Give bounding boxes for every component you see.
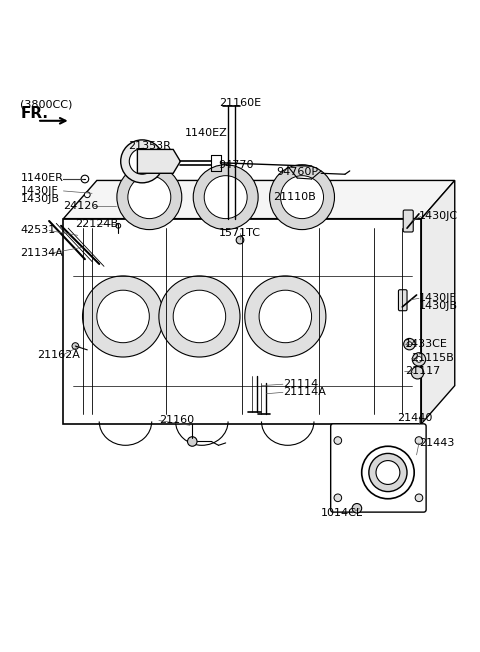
Text: 94760P: 94760P bbox=[276, 168, 318, 177]
Circle shape bbox=[415, 437, 423, 445]
Circle shape bbox=[193, 165, 258, 230]
Text: 1430JC: 1430JC bbox=[419, 211, 458, 221]
Circle shape bbox=[334, 437, 342, 445]
FancyBboxPatch shape bbox=[403, 210, 413, 232]
Circle shape bbox=[362, 446, 414, 499]
Circle shape bbox=[81, 175, 89, 183]
Circle shape bbox=[369, 453, 407, 492]
Text: 21162A: 21162A bbox=[37, 349, 80, 360]
Text: 1430JB: 1430JB bbox=[419, 301, 458, 312]
Text: 1571TC: 1571TC bbox=[218, 228, 261, 238]
Circle shape bbox=[412, 353, 426, 366]
Text: 21440: 21440 bbox=[397, 413, 433, 422]
Circle shape bbox=[376, 460, 400, 484]
Circle shape bbox=[407, 342, 412, 346]
Circle shape bbox=[352, 503, 362, 513]
Text: 21160: 21160 bbox=[159, 415, 194, 426]
FancyBboxPatch shape bbox=[331, 424, 426, 512]
Circle shape bbox=[83, 276, 164, 357]
Text: 21114: 21114 bbox=[283, 379, 318, 389]
Text: 42531: 42531 bbox=[21, 224, 56, 235]
Text: 1430JF: 1430JF bbox=[419, 293, 456, 303]
Circle shape bbox=[72, 343, 79, 349]
Text: 1430JB: 1430JB bbox=[21, 194, 60, 204]
FancyBboxPatch shape bbox=[398, 289, 407, 311]
Circle shape bbox=[416, 357, 422, 363]
Text: 1140ER: 1140ER bbox=[21, 173, 63, 183]
Text: 21353R: 21353R bbox=[128, 141, 171, 151]
Circle shape bbox=[245, 276, 326, 357]
Polygon shape bbox=[63, 181, 455, 218]
Circle shape bbox=[84, 192, 90, 198]
Text: (3800CC): (3800CC) bbox=[21, 99, 73, 109]
Circle shape bbox=[334, 494, 342, 501]
Circle shape bbox=[188, 437, 197, 446]
Text: 21110B: 21110B bbox=[274, 192, 316, 202]
Text: 24126: 24126 bbox=[63, 201, 99, 211]
Circle shape bbox=[411, 366, 424, 379]
Text: 1433CE: 1433CE bbox=[405, 339, 447, 349]
Text: 21134A: 21134A bbox=[21, 248, 63, 258]
Circle shape bbox=[415, 494, 423, 501]
Text: 21443: 21443 bbox=[419, 438, 455, 448]
Circle shape bbox=[128, 175, 171, 218]
Circle shape bbox=[159, 276, 240, 357]
FancyBboxPatch shape bbox=[63, 218, 421, 424]
Circle shape bbox=[116, 224, 120, 228]
Circle shape bbox=[259, 290, 312, 343]
Text: 94770: 94770 bbox=[218, 160, 254, 170]
Circle shape bbox=[270, 165, 335, 230]
Polygon shape bbox=[421, 181, 455, 424]
Circle shape bbox=[120, 140, 164, 183]
Circle shape bbox=[404, 338, 415, 350]
Polygon shape bbox=[137, 149, 180, 173]
Text: 22124B: 22124B bbox=[75, 219, 119, 229]
Circle shape bbox=[129, 149, 155, 174]
Text: 1140EZ: 1140EZ bbox=[185, 128, 228, 138]
Text: 1014CL: 1014CL bbox=[321, 508, 363, 518]
Circle shape bbox=[281, 175, 324, 218]
Text: 21115B: 21115B bbox=[411, 353, 454, 363]
Text: 21114A: 21114A bbox=[283, 387, 326, 397]
Text: FR.: FR. bbox=[21, 106, 48, 121]
Circle shape bbox=[236, 236, 244, 244]
Circle shape bbox=[117, 165, 182, 230]
Circle shape bbox=[173, 290, 226, 343]
Text: 21160E: 21160E bbox=[219, 98, 261, 108]
Text: 1430JF: 1430JF bbox=[21, 186, 58, 196]
Text: 21117: 21117 bbox=[405, 366, 440, 376]
Circle shape bbox=[204, 175, 247, 218]
Circle shape bbox=[97, 290, 149, 343]
